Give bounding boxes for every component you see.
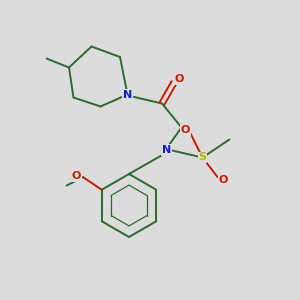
Text: O: O — [175, 74, 184, 84]
Text: O: O — [180, 125, 190, 135]
Text: N: N — [123, 89, 132, 100]
Text: N: N — [162, 145, 171, 155]
Text: O: O — [72, 171, 81, 181]
Text: O: O — [219, 175, 228, 185]
Text: S: S — [199, 152, 206, 163]
